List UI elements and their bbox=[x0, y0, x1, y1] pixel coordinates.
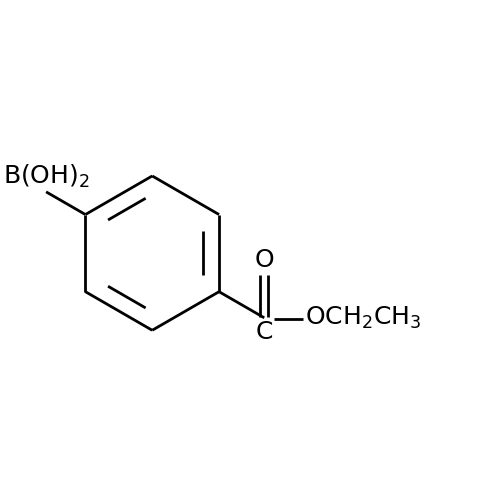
Text: O: O bbox=[254, 249, 274, 273]
Text: B(OH)$_2$: B(OH)$_2$ bbox=[3, 162, 90, 190]
Text: OCH$_2$CH$_3$: OCH$_2$CH$_3$ bbox=[305, 305, 422, 331]
Text: C: C bbox=[256, 320, 273, 344]
